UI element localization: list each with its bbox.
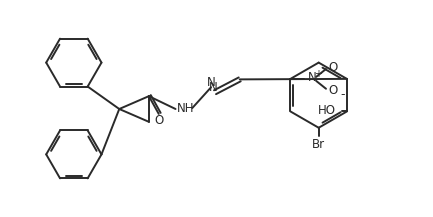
- Text: O: O: [328, 84, 338, 97]
- Text: N: N: [209, 81, 217, 94]
- Text: -: -: [340, 88, 345, 101]
- Text: HO: HO: [318, 104, 336, 117]
- Text: N: N: [207, 76, 216, 89]
- Text: Br: Br: [312, 138, 325, 151]
- Text: O: O: [328, 61, 338, 74]
- Text: NH: NH: [177, 102, 194, 115]
- Text: +: +: [314, 69, 322, 79]
- Text: O: O: [154, 114, 163, 127]
- Text: N: N: [308, 71, 317, 84]
